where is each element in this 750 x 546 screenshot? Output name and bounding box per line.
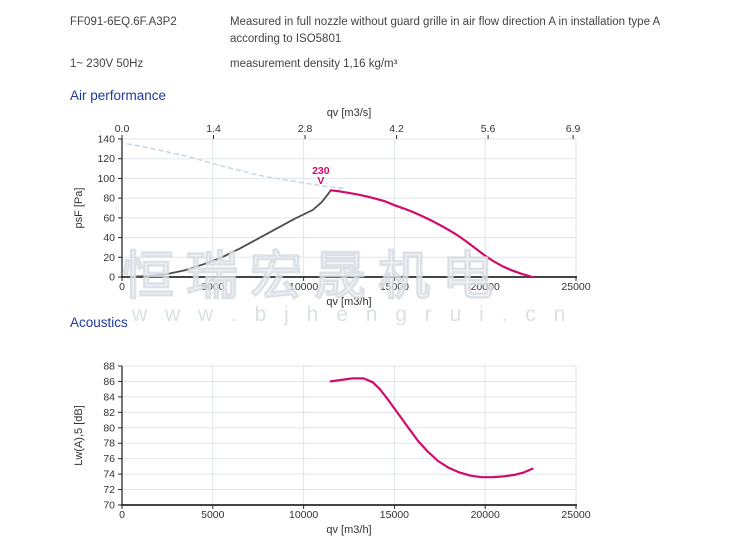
x-tick-label: 20000	[471, 509, 500, 521]
y-tick-label: 20	[103, 252, 115, 264]
y-tick-label: 80	[103, 422, 115, 434]
y-tick-label: 100	[97, 173, 115, 185]
acoustics-title: Acoustics	[70, 315, 128, 330]
y-tick-label: 120	[97, 153, 115, 165]
x-tick-label: 25000	[561, 509, 590, 521]
y-tick-label: 76	[103, 453, 115, 465]
sound-power-curve	[329, 377, 534, 479]
x-tick-label: 10000	[289, 509, 318, 521]
x-tick-label: 5000	[201, 281, 225, 293]
y-tick-label: 60	[103, 212, 115, 224]
y-tick-label: 40	[103, 232, 115, 244]
x-axis-title: qv [m3/h]	[326, 296, 371, 308]
x-tick-label: 0	[119, 509, 125, 521]
curve-voltage-label: V	[317, 175, 324, 187]
y-tick-label: 84	[103, 391, 115, 403]
x-tick-label: 10000	[289, 281, 318, 293]
curve-230v	[329, 189, 534, 279]
top-tick-label: 2.8	[298, 123, 313, 135]
y-tick-label: 72	[103, 484, 115, 496]
top-tick-label: 1.4	[206, 123, 221, 135]
x-tick-label: 20000	[471, 281, 500, 293]
y-tick-label: 78	[103, 438, 115, 450]
y-axis-title: psF [Pa]	[73, 188, 85, 229]
air-performance-title: Air performance	[70, 88, 167, 103]
y-tick-label: 70	[103, 500, 115, 512]
measurement-note: Measured in full nozzle without guard gr…	[230, 16, 660, 46]
y-axis-title: Lw(A),5 [dB]	[73, 405, 85, 466]
y-tick-label: 88	[103, 361, 115, 373]
x-axis-title: qv [m3/h]	[326, 524, 371, 536]
air-performance-chart: 0 20 40 60 80 100 120 140 0 5000 10000 15000 20000 25…	[73, 107, 591, 308]
x-tick-label: 25000	[561, 281, 590, 293]
x-tick-label: 15000	[380, 281, 409, 293]
x-tick-label: 0	[119, 281, 125, 293]
x-tick-label: 5000	[201, 509, 225, 521]
y-tick-label: 140	[97, 134, 115, 146]
y-tick-label: 74	[103, 469, 115, 481]
fan-curve-rising	[124, 189, 332, 278]
y-tick-label: 86	[103, 376, 115, 388]
top-axis-title: qv [m3/s]	[327, 107, 372, 119]
y-tick-label: 82	[103, 407, 115, 419]
y-tick-label: 80	[103, 193, 115, 205]
top-tick-label: 5.6	[481, 123, 496, 135]
limit-curve-dashed	[126, 143, 345, 190]
top-tick-label: 6.9	[566, 123, 581, 135]
y-tick-label: 0	[109, 272, 115, 284]
x-tick-label: 15000	[380, 509, 409, 521]
top-tick-label: 4.2	[389, 123, 404, 135]
density-note: measurement density 1,16 kg/m³	[230, 58, 398, 70]
curve-voltage-label: 230	[312, 165, 330, 177]
acoustics-chart: 70 72 74 76 78 80 82 84 86 88 0 5000 10000 15000 20000…	[73, 361, 591, 537]
fan-model-code: FF091-6EQ.6F.A3P2	[70, 16, 177, 28]
top-tick-label: 0.0	[115, 123, 130, 135]
power-spec: 1~ 230V 50Hz	[70, 58, 144, 70]
